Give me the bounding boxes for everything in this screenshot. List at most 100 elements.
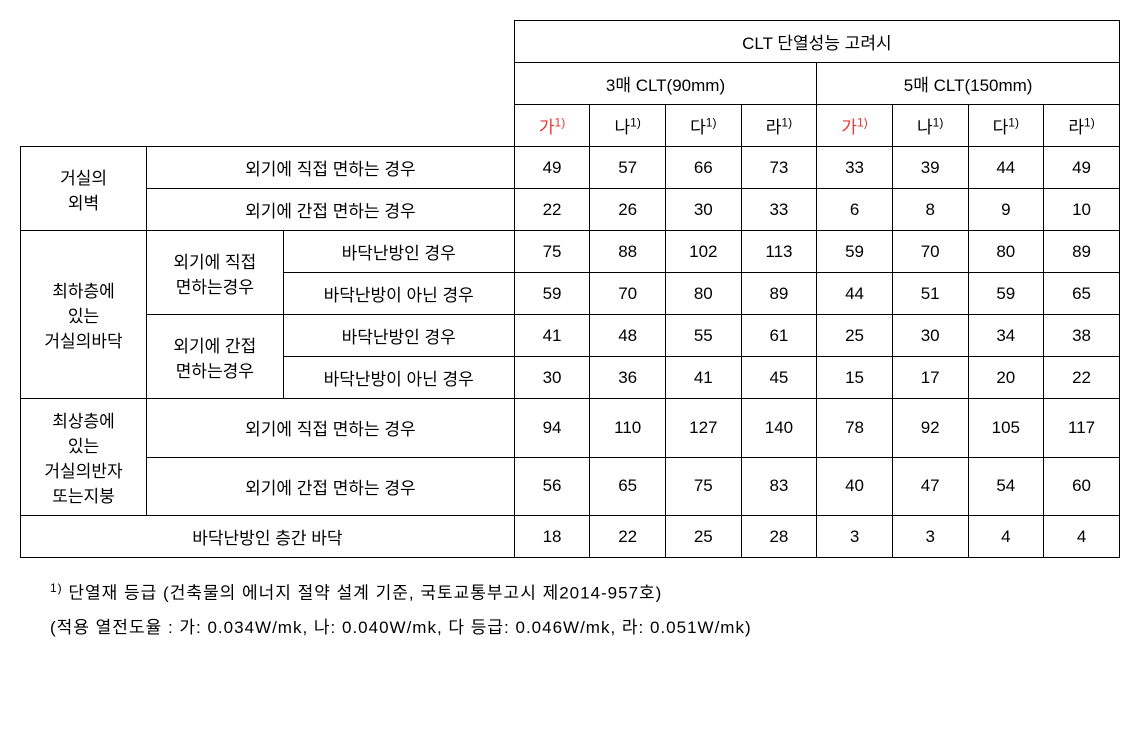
header-main: CLT 단열성능 고려시 — [514, 21, 1119, 63]
data-cell: 3 — [892, 516, 968, 558]
data-cell: 70 — [590, 273, 666, 315]
header-da-2: 다1) — [968, 105, 1044, 147]
row-label: 바닥난방이 아닌 경우 — [283, 357, 514, 399]
footnote-sup: 1) — [50, 581, 63, 595]
header-row-1: CLT 단열성능 고려시 — [21, 21, 1120, 63]
data-cell: 6 — [817, 189, 893, 231]
empty-header-cell — [21, 21, 515, 147]
row-label: 바닥난방인 경우 — [283, 231, 514, 273]
header-group-1: 3매 CLT(90mm) — [514, 63, 817, 105]
data-cell: 88 — [590, 231, 666, 273]
row-label: 바닥난방이 아닌 경우 — [283, 273, 514, 315]
data-cell: 17 — [892, 357, 968, 399]
data-cell: 113 — [741, 231, 817, 273]
footnote-line-2: (적용 열전도율 : 가: 0.034W/mk, 나: 0.040W/mk, 다… — [50, 611, 1120, 645]
data-cell: 54 — [968, 457, 1044, 516]
data-cell: 66 — [666, 147, 742, 189]
header-ga-text: 가 — [841, 118, 857, 137]
data-cell: 80 — [666, 273, 742, 315]
data-cell: 15 — [817, 357, 893, 399]
data-cell: 89 — [741, 273, 817, 315]
data-cell: 110 — [590, 399, 666, 458]
data-cell: 56 — [514, 457, 590, 516]
data-cell: 22 — [514, 189, 590, 231]
footnote-line-1: 1) 단열재 등급 (건축물의 에너지 절약 설계 기준, 국토교통부고시 제2… — [50, 576, 1120, 611]
row-label: 외기에 직접 면하는 경우 — [147, 147, 515, 189]
data-cell: 41 — [666, 357, 742, 399]
data-cell: 47 — [892, 457, 968, 516]
data-cell: 61 — [741, 315, 817, 357]
header-da-text: 다 — [690, 118, 706, 137]
data-cell: 51 — [892, 273, 968, 315]
data-cell: 30 — [514, 357, 590, 399]
row-label: 외기에 간접 면하는 경우 — [147, 189, 515, 231]
table-row: 외기에 간접 면하는 경우 56 65 75 83 40 47 54 60 — [21, 457, 1120, 516]
data-cell: 78 — [817, 399, 893, 458]
data-cell: 45 — [741, 357, 817, 399]
data-cell: 33 — [741, 189, 817, 231]
data-cell: 60 — [1044, 457, 1120, 516]
data-cell: 65 — [1044, 273, 1120, 315]
header-ra-text: 라 — [766, 118, 782, 137]
header-group-2: 5매 CLT(150mm) — [817, 63, 1120, 105]
data-cell: 92 — [892, 399, 968, 458]
data-cell: 22 — [590, 516, 666, 558]
data-cell: 18 — [514, 516, 590, 558]
header-sup: 1) — [1008, 115, 1019, 129]
header-sup: 1) — [630, 115, 641, 129]
data-cell: 41 — [514, 315, 590, 357]
data-cell: 94 — [514, 399, 590, 458]
row-label: 외기에 간접 면하는 경우 — [147, 457, 515, 516]
data-cell: 38 — [1044, 315, 1120, 357]
data-cell: 36 — [590, 357, 666, 399]
table-container: CLT 단열성능 고려시 3매 CLT(90mm) 5매 CLT(150mm) … — [20, 20, 1120, 645]
data-cell: 127 — [666, 399, 742, 458]
footnote-block: 1) 단열재 등급 (건축물의 에너지 절약 설계 기준, 국토교통부고시 제2… — [50, 576, 1120, 645]
data-cell: 44 — [968, 147, 1044, 189]
header-sup: 1) — [857, 115, 868, 129]
data-cell: 8 — [892, 189, 968, 231]
header-ga-text: 가 — [539, 118, 555, 137]
header-da-text: 다 — [993, 118, 1009, 137]
header-sup: 1) — [706, 115, 717, 129]
data-cell: 59 — [514, 273, 590, 315]
data-cell: 59 — [817, 231, 893, 273]
table-row: 외기에 간접 면하는 경우 22 26 30 33 6 8 9 10 — [21, 189, 1120, 231]
data-cell: 20 — [968, 357, 1044, 399]
data-cell: 30 — [666, 189, 742, 231]
row-sublabel: 외기에 간접면하는경우 — [147, 315, 284, 399]
data-cell: 39 — [892, 147, 968, 189]
header-ra-text: 라 — [1068, 118, 1084, 137]
header-sup: 1) — [933, 115, 944, 129]
data-cell: 48 — [590, 315, 666, 357]
data-cell: 44 — [817, 273, 893, 315]
data-cell: 140 — [741, 399, 817, 458]
data-cell: 80 — [968, 231, 1044, 273]
data-cell: 4 — [1044, 516, 1120, 558]
header-da-1: 다1) — [666, 105, 742, 147]
table-row: 외기에 간접면하는경우 바닥난방인 경우 41 48 55 61 25 30 3… — [21, 315, 1120, 357]
header-na-text: 나 — [917, 118, 933, 137]
data-cell: 10 — [1044, 189, 1120, 231]
data-cell: 25 — [817, 315, 893, 357]
data-cell: 55 — [666, 315, 742, 357]
header-na-1: 나1) — [590, 105, 666, 147]
data-cell: 22 — [1044, 357, 1120, 399]
data-cell: 26 — [590, 189, 666, 231]
data-cell: 28 — [741, 516, 817, 558]
insulation-table: CLT 단열성능 고려시 3매 CLT(90mm) 5매 CLT(150mm) … — [20, 20, 1120, 558]
data-cell: 65 — [590, 457, 666, 516]
header-sup: 1) — [1084, 115, 1095, 129]
header-ga-1: 가1) — [514, 105, 590, 147]
header-sup: 1) — [781, 115, 792, 129]
data-cell: 75 — [514, 231, 590, 273]
data-cell: 57 — [590, 147, 666, 189]
row-group-label-3: 최상층에있는거실의반자또는지붕 — [21, 399, 147, 516]
table-row: 거실의외벽 외기에 직접 면하는 경우 49 57 66 73 33 39 44… — [21, 147, 1120, 189]
data-cell: 40 — [817, 457, 893, 516]
row-group-label-1: 거실의외벽 — [21, 147, 147, 231]
data-cell: 4 — [968, 516, 1044, 558]
data-cell: 73 — [741, 147, 817, 189]
table-row: 최하층에있는거실의바닥 외기에 직접면하는경우 바닥난방인 경우 75 88 1… — [21, 231, 1120, 273]
data-cell: 83 — [741, 457, 817, 516]
